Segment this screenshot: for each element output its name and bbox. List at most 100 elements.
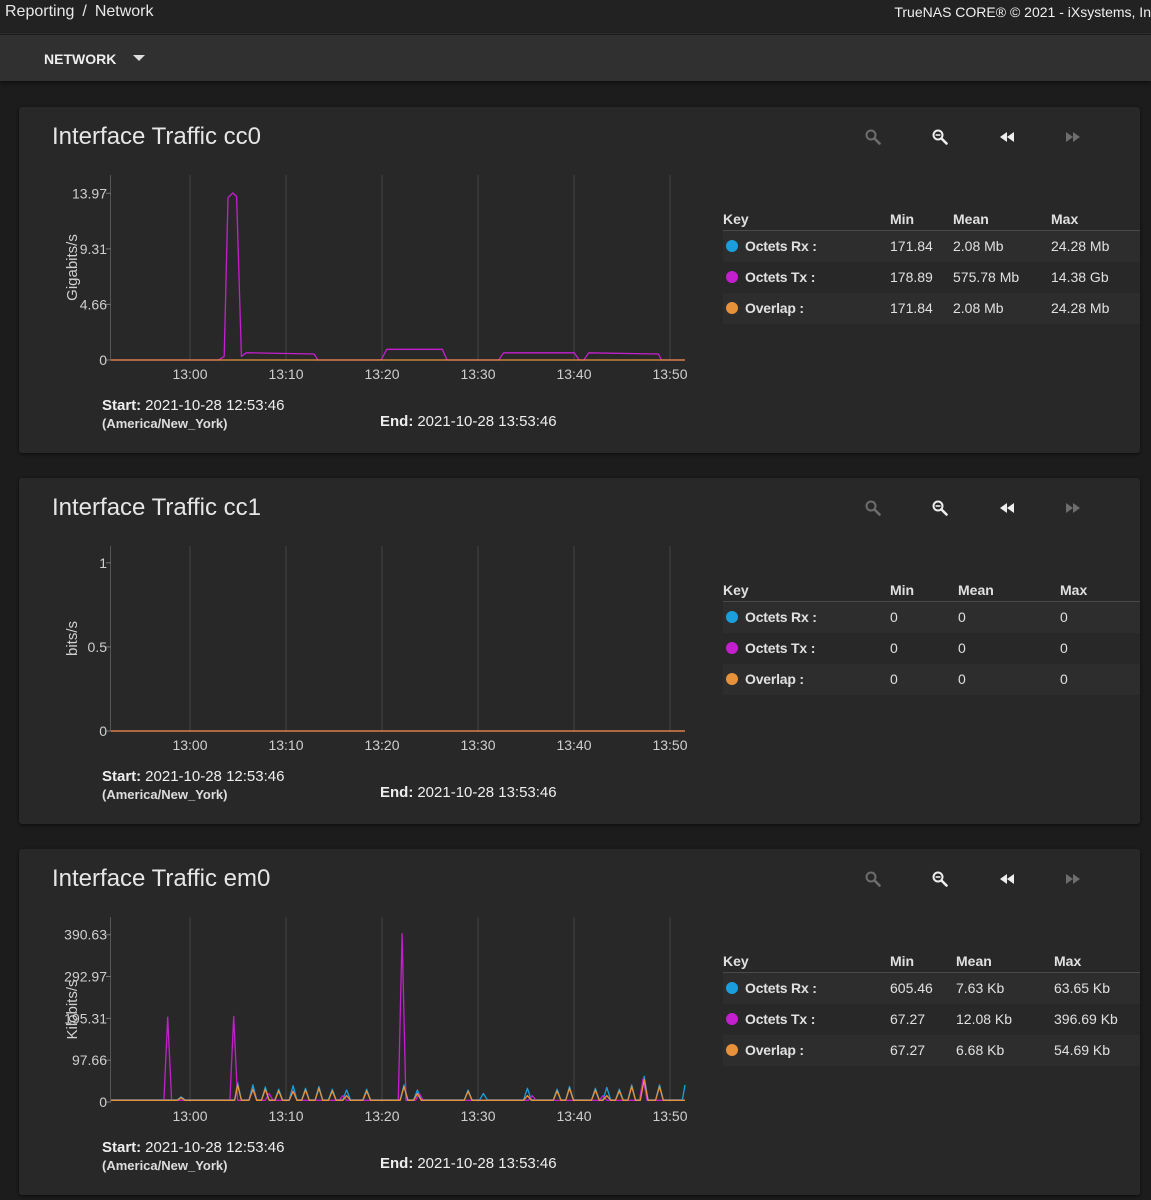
step-back-button[interactable] <box>995 498 1019 518</box>
series-min: 178.89 <box>890 269 933 285</box>
series-mean: 0 <box>958 609 966 625</box>
end-time: End: 2021-10-28 13:53:46 <box>380 784 557 801</box>
series-color-dot <box>726 1044 738 1056</box>
report-type-dropdown[interactable]: NETWORK <box>44 51 146 67</box>
y-tick-label: 13.97 <box>72 185 107 201</box>
series-min: 0 <box>890 671 898 687</box>
zoom-out-button[interactable] <box>928 869 952 889</box>
start-time: Start: 2021-10-28 12:53:46 <box>102 768 284 785</box>
timezone-label: (America/New_York) <box>102 416 228 431</box>
series-max: 54.69 Kb <box>1054 1042 1111 1058</box>
legend-header-key: Key <box>723 211 749 227</box>
series-name: Overlap : <box>745 1042 804 1058</box>
start-value: 2021-10-28 12:53:46 <box>145 1139 285 1156</box>
legend-header-mean: Mean <box>953 211 989 227</box>
legend-row: Overlap : 171.84 2.08 Mb 24.28 Mb <box>723 293 1140 324</box>
card-title: Interface Traffic cc1 <box>52 494 261 521</box>
zoom-out-icon <box>932 871 948 887</box>
step-forward-button[interactable] <box>1061 498 1085 518</box>
x-tick-label: 13:50 <box>652 737 687 753</box>
fast-forward-icon <box>1065 873 1081 885</box>
legend-row: Octets Tx : 67.27 12.08 Kb 396.69 Kb <box>723 1004 1140 1035</box>
zoom-in-button[interactable] <box>861 869 885 889</box>
x-tick-label: 13:20 <box>364 737 399 753</box>
end-value: 2021-10-28 13:53:46 <box>417 413 557 430</box>
y-axis-title: Kilobits/s <box>64 979 81 1039</box>
y-tick-label: 390.63 <box>64 927 107 943</box>
zoom-in-button[interactable] <box>861 498 885 518</box>
start-label: Start: <box>102 768 142 785</box>
series-mean: 2.08 Mb <box>953 238 1004 254</box>
start-label: Start: <box>102 1139 142 1156</box>
series-mean: 6.68 Kb <box>956 1042 1005 1058</box>
series-name: Overlap : <box>745 300 804 316</box>
step-back-button[interactable] <box>995 127 1019 147</box>
legend-header-min: Min <box>890 582 915 598</box>
y-tick-label: 292.97 <box>64 969 107 985</box>
series-max: 0 <box>1060 640 1068 656</box>
series-max: 24.28 Mb <box>1051 238 1110 254</box>
zoom-in-button[interactable] <box>861 127 885 147</box>
start-label: Start: <box>102 397 142 414</box>
legend-header-min: Min <box>890 211 915 227</box>
rewind-icon <box>999 873 1015 885</box>
series-line-overlap <box>111 1079 685 1101</box>
step-back-button[interactable] <box>995 869 1019 889</box>
series-min: 67.27 <box>890 1042 926 1058</box>
legend-row: Octets Tx : 0 0 0 <box>723 633 1140 664</box>
x-tick-label: 13:00 <box>172 366 207 382</box>
series-name: Octets Rx : <box>745 980 817 996</box>
legend-row: Octets Rx : 171.84 2.08 Mb 24.28 Mb <box>723 231 1140 262</box>
legend-header-max: Max <box>1060 582 1088 598</box>
series-min: 0 <box>890 609 898 625</box>
start-time: Start: 2021-10-28 12:53:46 <box>102 397 284 414</box>
fast-forward-icon <box>1065 131 1081 143</box>
legend-header-key: Key <box>723 953 749 969</box>
zoom-out-icon <box>932 129 948 145</box>
zoom-out-button[interactable] <box>928 498 952 518</box>
end-value: 2021-10-28 13:53:46 <box>417 1155 557 1172</box>
y-tick-label: 0 <box>99 352 107 368</box>
series-name: Octets Tx : <box>745 1011 816 1027</box>
series-max: 24.28 Mb <box>1051 300 1110 316</box>
caret-down-icon <box>133 55 146 61</box>
end-value: 2021-10-28 13:53:46 <box>417 784 557 801</box>
series-name: Octets Rx : <box>745 238 817 254</box>
y-tick-label: 1 <box>99 555 107 571</box>
zoom-in-icon <box>865 871 881 887</box>
series-name: Octets Tx : <box>745 269 816 285</box>
start-value: 2021-10-28 12:53:46 <box>145 768 285 785</box>
y-tick-label: 97.66 <box>72 1052 107 1068</box>
series-line-tx <box>111 933 685 1101</box>
end-label: End: <box>380 413 414 430</box>
breadcrumb-separator: / <box>82 3 87 20</box>
legend-row: Overlap : 0 0 0 <box>723 664 1140 695</box>
x-tick-label: 13:40 <box>556 366 591 382</box>
series-mean: 7.63 Kb <box>956 980 1005 996</box>
series-max: 396.69 Kb <box>1054 1011 1118 1027</box>
y-axis-title: bits/s <box>64 621 81 656</box>
series-color-dot <box>726 271 738 283</box>
x-tick-label: 13:00 <box>172 737 207 753</box>
report-card: Interface Traffic cc0 13.97 9.31 4.66 0 13:0… <box>19 107 1140 453</box>
series-min: 605.46 <box>890 980 933 996</box>
legend-row: Octets Rx : 0 0 0 <box>723 602 1140 633</box>
rewind-icon <box>999 502 1015 514</box>
series-mean: 0 <box>958 640 966 656</box>
zoom-out-button[interactable] <box>928 127 952 147</box>
x-tick-label: 13:30 <box>460 737 495 753</box>
step-forward-button[interactable] <box>1061 869 1085 889</box>
x-tick-label: 13:10 <box>268 1108 303 1124</box>
y-tick-label: 4.66 <box>80 296 107 312</box>
end-time: End: 2021-10-28 13:53:46 <box>380 1155 557 1172</box>
x-tick-label: 13:40 <box>556 1108 591 1124</box>
series-mean: 12.08 Kb <box>956 1011 1013 1027</box>
breadcrumb-reporting[interactable]: Reporting <box>5 3 75 20</box>
step-forward-button[interactable] <box>1061 127 1085 147</box>
series-color-dot <box>726 1013 738 1025</box>
zoom-out-icon <box>932 500 948 516</box>
end-label: End: <box>380 784 414 801</box>
breadcrumb: Reporting / Network <box>5 3 154 21</box>
y-tick-label: 0 <box>99 1094 107 1110</box>
x-tick-label: 13:30 <box>460 1108 495 1124</box>
